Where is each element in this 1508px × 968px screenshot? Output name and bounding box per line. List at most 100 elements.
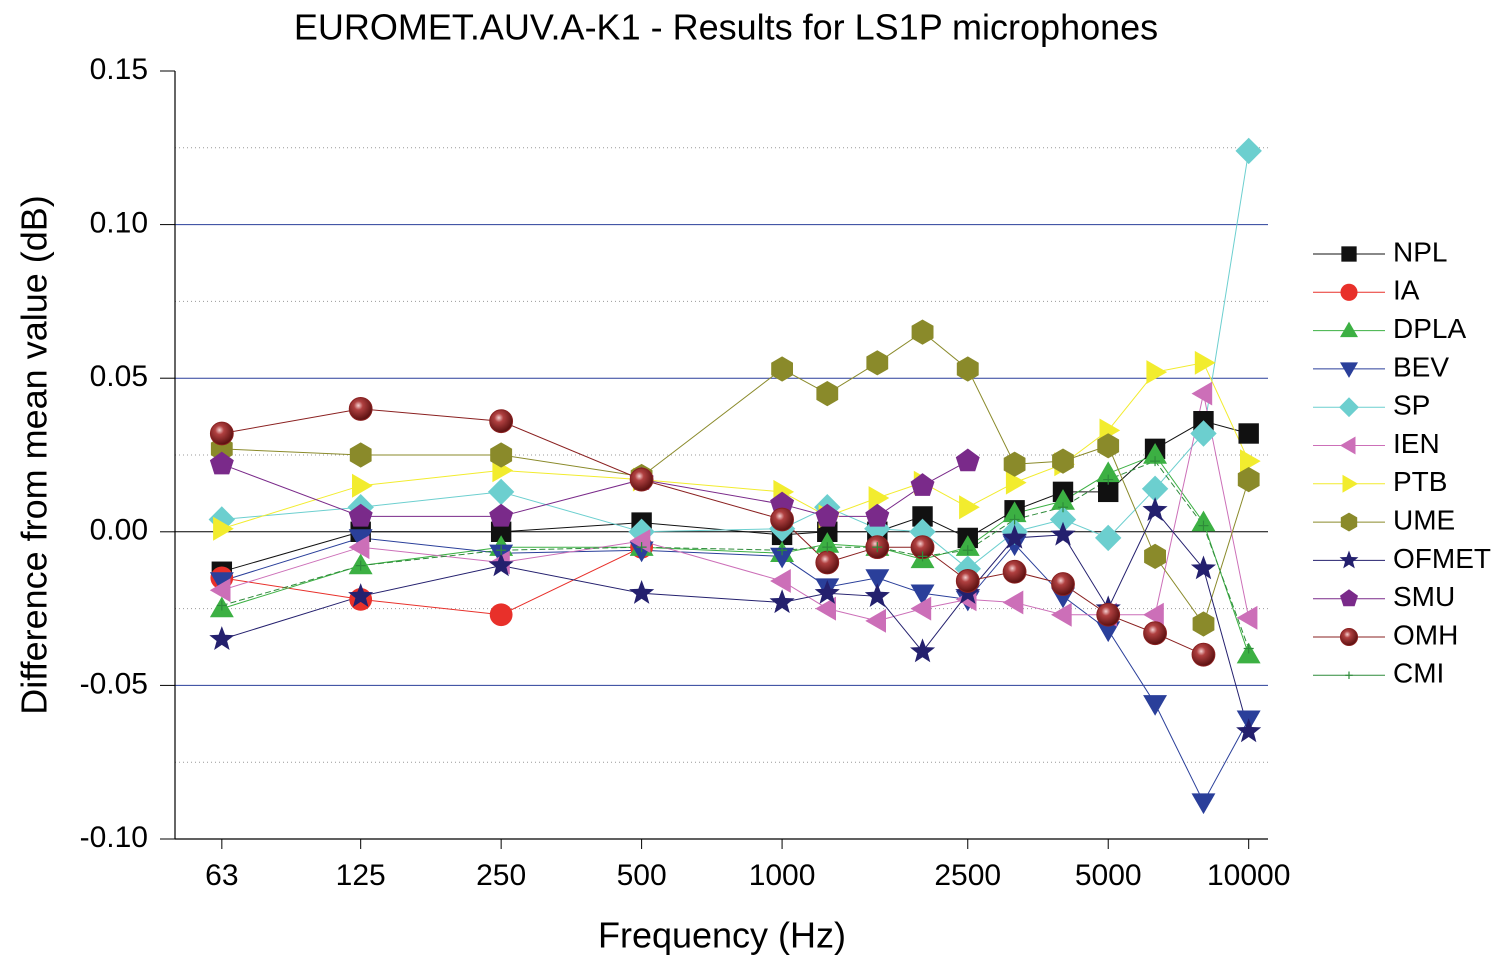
marker xyxy=(1243,643,1254,654)
marker xyxy=(209,451,234,475)
legend-label: IEN xyxy=(1393,428,1440,459)
marker xyxy=(490,521,512,542)
marker xyxy=(352,473,373,498)
legend-label: NPL xyxy=(1393,236,1447,267)
marker xyxy=(1098,481,1119,503)
marker xyxy=(489,409,514,434)
marker xyxy=(348,503,373,527)
marker xyxy=(488,552,514,577)
marker xyxy=(1198,520,1209,531)
legend-marker xyxy=(1341,246,1357,262)
series-line xyxy=(221,509,1250,732)
legend-label: SMU xyxy=(1393,581,1455,612)
marker xyxy=(770,491,795,515)
marker xyxy=(629,467,654,492)
marker xyxy=(489,503,514,527)
marker xyxy=(1143,695,1167,716)
x-tick-label: 250 xyxy=(476,859,526,892)
marker xyxy=(816,381,839,407)
y-tick-label: -0.10 xyxy=(80,821,148,854)
marker xyxy=(1191,642,1216,667)
marker xyxy=(910,638,936,663)
marker xyxy=(1002,501,1027,523)
x-tick-label: 2500 xyxy=(934,859,1001,892)
marker xyxy=(209,578,231,603)
marker xyxy=(868,486,890,510)
x-axis-label: Frequency (Hz) xyxy=(598,915,846,956)
marker xyxy=(1049,506,1077,533)
legend-marker xyxy=(1340,321,1358,338)
x-tick-label: 10000 xyxy=(1207,859,1290,892)
marker xyxy=(865,608,886,633)
marker xyxy=(872,542,883,553)
marker xyxy=(910,596,932,621)
marker xyxy=(817,521,838,542)
marker xyxy=(777,545,788,556)
legend-label: PTB xyxy=(1393,466,1447,497)
marker xyxy=(910,473,935,496)
marker xyxy=(1002,524,1028,549)
marker xyxy=(1002,535,1027,557)
marker xyxy=(1051,602,1072,627)
marker xyxy=(1236,605,1258,630)
marker xyxy=(490,442,513,468)
x-tick-label: 125 xyxy=(336,859,386,892)
marker xyxy=(959,495,980,520)
marker xyxy=(636,542,647,553)
marker xyxy=(1236,718,1262,743)
marker xyxy=(814,580,840,604)
marker xyxy=(489,603,513,627)
legend-label: CMI xyxy=(1393,658,1444,689)
legend-label: OFMET xyxy=(1393,543,1491,574)
marker xyxy=(349,442,372,468)
marker xyxy=(865,503,890,527)
legend-marker xyxy=(1339,397,1359,418)
legend-marker xyxy=(1340,589,1358,607)
marker xyxy=(1009,514,1020,525)
marker xyxy=(213,516,234,541)
legend-marker xyxy=(1340,436,1356,455)
chart-title: EUROMET.AUV.A-K1 - Results for LS1P micr… xyxy=(294,7,1158,48)
marker xyxy=(1146,360,1168,384)
marker xyxy=(629,580,655,604)
marker xyxy=(496,545,507,556)
legend-marker xyxy=(1340,512,1358,532)
marker xyxy=(962,545,973,556)
legend-marker xyxy=(1345,671,1353,680)
marker xyxy=(1143,621,1167,646)
marker xyxy=(770,569,791,593)
marker xyxy=(1235,137,1262,165)
marker xyxy=(1192,611,1215,637)
marker xyxy=(1143,602,1164,627)
marker xyxy=(1096,602,1121,627)
series-line xyxy=(221,362,1250,530)
y-tick-label: 0.00 xyxy=(90,514,148,547)
legend-marker xyxy=(1342,474,1358,493)
marker xyxy=(487,478,515,506)
legend-marker xyxy=(1340,362,1358,378)
marker xyxy=(1058,502,1068,513)
marker xyxy=(1238,423,1259,444)
x-tick-label: 63 xyxy=(205,859,238,892)
marker xyxy=(216,600,227,611)
marker xyxy=(815,596,836,621)
series-line xyxy=(221,546,642,616)
marker xyxy=(1194,350,1216,375)
marker xyxy=(1050,521,1076,546)
marker xyxy=(1141,475,1169,502)
marker xyxy=(209,626,235,650)
marker xyxy=(1240,449,1261,474)
marker xyxy=(771,356,793,382)
marker xyxy=(355,560,366,571)
y-tick-label: 0.05 xyxy=(90,360,148,393)
marker xyxy=(1191,381,1213,406)
y-tick-label: 0.10 xyxy=(90,207,148,240)
marker xyxy=(955,569,980,593)
marker xyxy=(954,555,981,582)
marker xyxy=(917,551,928,562)
marker xyxy=(1097,433,1120,459)
x-tick-label: 5000 xyxy=(1075,859,1142,892)
marker xyxy=(1096,461,1121,483)
marker xyxy=(1150,456,1161,467)
